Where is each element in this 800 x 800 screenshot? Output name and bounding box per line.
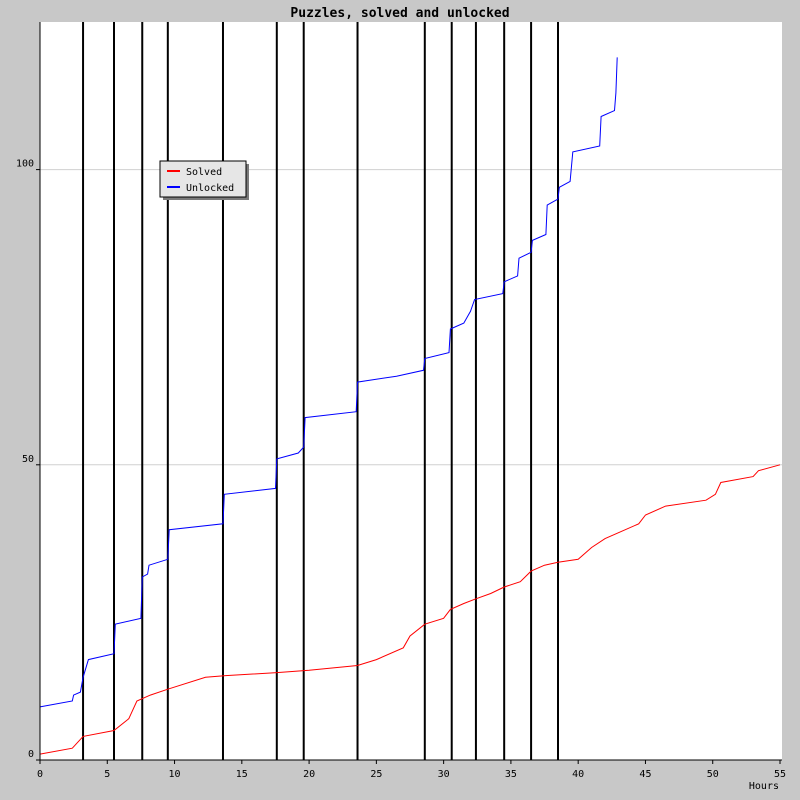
legend-box (159, 160, 247, 198)
x-tick-label: 15 (236, 769, 248, 780)
y-tick-label: 100 (16, 159, 34, 170)
x-tick-label: 5 (104, 769, 110, 780)
legend-label-unlocked: Unlocked (186, 183, 234, 194)
plot-area (40, 22, 782, 760)
x-tick-label: 40 (572, 769, 584, 780)
series-layer (39, 57, 781, 755)
y-tick-label: 0 (28, 749, 34, 760)
x-tick-label: 10 (169, 769, 181, 780)
series-line-solved (39, 464, 781, 755)
series-line-unlocked (39, 57, 618, 708)
chart-title: Puzzles, solved and unlocked (290, 6, 509, 21)
x-tick-label: 20 (303, 769, 315, 780)
tick-layer: 0 5 10 15 20 25 30 35 40 45 50 55 0 50 100 (16, 159, 786, 780)
x-tick-label: 45 (639, 769, 651, 780)
x-axis-label: Hours (749, 781, 779, 792)
x-tick-label: 25 (370, 769, 382, 780)
legend-label-solved: Solved (186, 167, 222, 178)
x-tick-label: 30 (438, 769, 450, 780)
x-tick-label: 0 (37, 769, 43, 780)
legend: Solved Unlocked (159, 160, 249, 200)
x-tick-label: 35 (505, 769, 517, 780)
x-tick-label: 50 (707, 769, 719, 780)
y-tick-label: 50 (22, 454, 34, 465)
x-tick-label: 55 (774, 769, 786, 780)
